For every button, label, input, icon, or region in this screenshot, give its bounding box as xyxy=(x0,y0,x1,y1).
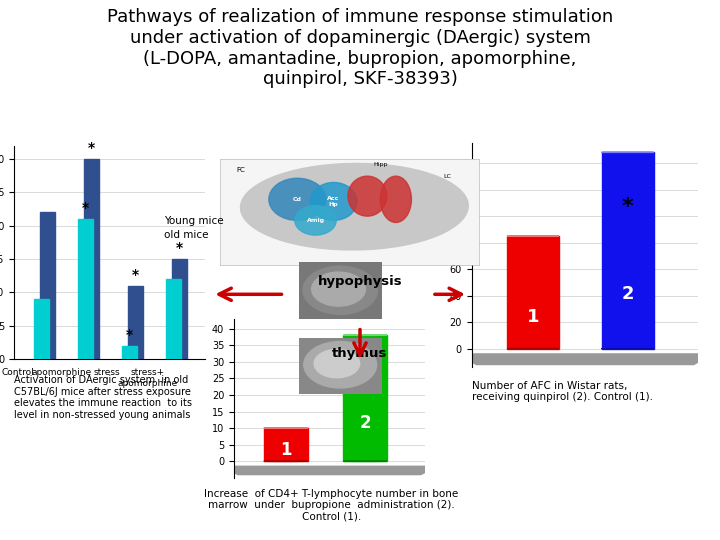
Ellipse shape xyxy=(380,176,411,222)
Text: hypophysis: hypophysis xyxy=(318,275,402,288)
Text: *: * xyxy=(359,366,371,386)
Text: stress+
apomorphine: stress+ apomorphine xyxy=(117,368,178,388)
Text: LC: LC xyxy=(444,174,451,179)
Text: *: * xyxy=(126,328,133,342)
Text: old mice: old mice xyxy=(164,230,209,240)
Bar xyxy=(343,335,387,461)
Bar xyxy=(601,152,654,349)
Ellipse shape xyxy=(312,272,366,306)
Text: FC: FC xyxy=(236,167,245,173)
Ellipse shape xyxy=(303,266,377,314)
Bar xyxy=(122,346,137,359)
Text: *: * xyxy=(82,201,89,215)
Ellipse shape xyxy=(310,183,357,220)
Text: 2: 2 xyxy=(359,415,371,433)
Ellipse shape xyxy=(240,164,468,250)
Bar xyxy=(128,286,143,359)
Text: Increase  of CD4+ T-lymphocyte number in bone
marrow  under  bupropione  adminis: Increase of CD4+ T-lymphocyte number in … xyxy=(204,489,459,522)
Polygon shape xyxy=(457,354,713,364)
Bar xyxy=(172,259,186,359)
Bar xyxy=(40,212,55,359)
Text: Number of AFC in Wistar rats,
receiving quinpirol (2). Control (1).: Number of AFC in Wistar rats, receiving … xyxy=(472,381,652,402)
Bar xyxy=(264,428,307,461)
Bar xyxy=(84,159,99,359)
Bar xyxy=(78,219,93,359)
Ellipse shape xyxy=(348,176,387,216)
Text: apomorphine: apomorphine xyxy=(31,368,91,377)
Text: Control: Control xyxy=(1,368,35,377)
Text: 1: 1 xyxy=(280,441,292,458)
Text: *: * xyxy=(176,241,183,255)
Text: stress: stress xyxy=(94,368,120,377)
Text: Acc
Hp: Acc Hp xyxy=(328,196,340,207)
Text: *: * xyxy=(132,268,139,282)
Ellipse shape xyxy=(294,206,336,235)
Bar xyxy=(507,236,559,349)
Text: thymus: thymus xyxy=(333,347,387,360)
Bar xyxy=(166,279,181,359)
Ellipse shape xyxy=(314,349,360,378)
Ellipse shape xyxy=(304,341,377,388)
Text: Pathways of realization of immune response stimulation
under activation of dopam: Pathways of realization of immune respon… xyxy=(107,8,613,89)
Text: 1: 1 xyxy=(527,308,539,326)
Text: 2: 2 xyxy=(621,285,634,303)
Text: *: * xyxy=(88,141,95,155)
Text: Activation of DAergic system  in old
C57BL/6J mice after stress exposure
elevate: Activation of DAergic system in old C57B… xyxy=(14,375,192,420)
Text: *: * xyxy=(621,197,634,217)
Text: Hipp: Hipp xyxy=(373,161,387,167)
Bar xyxy=(34,299,49,359)
Text: Cd: Cd xyxy=(293,197,302,202)
Polygon shape xyxy=(222,466,437,475)
Text: Amig: Amig xyxy=(307,218,325,223)
Text: Young mice: Young mice xyxy=(164,217,224,226)
Ellipse shape xyxy=(269,178,326,220)
